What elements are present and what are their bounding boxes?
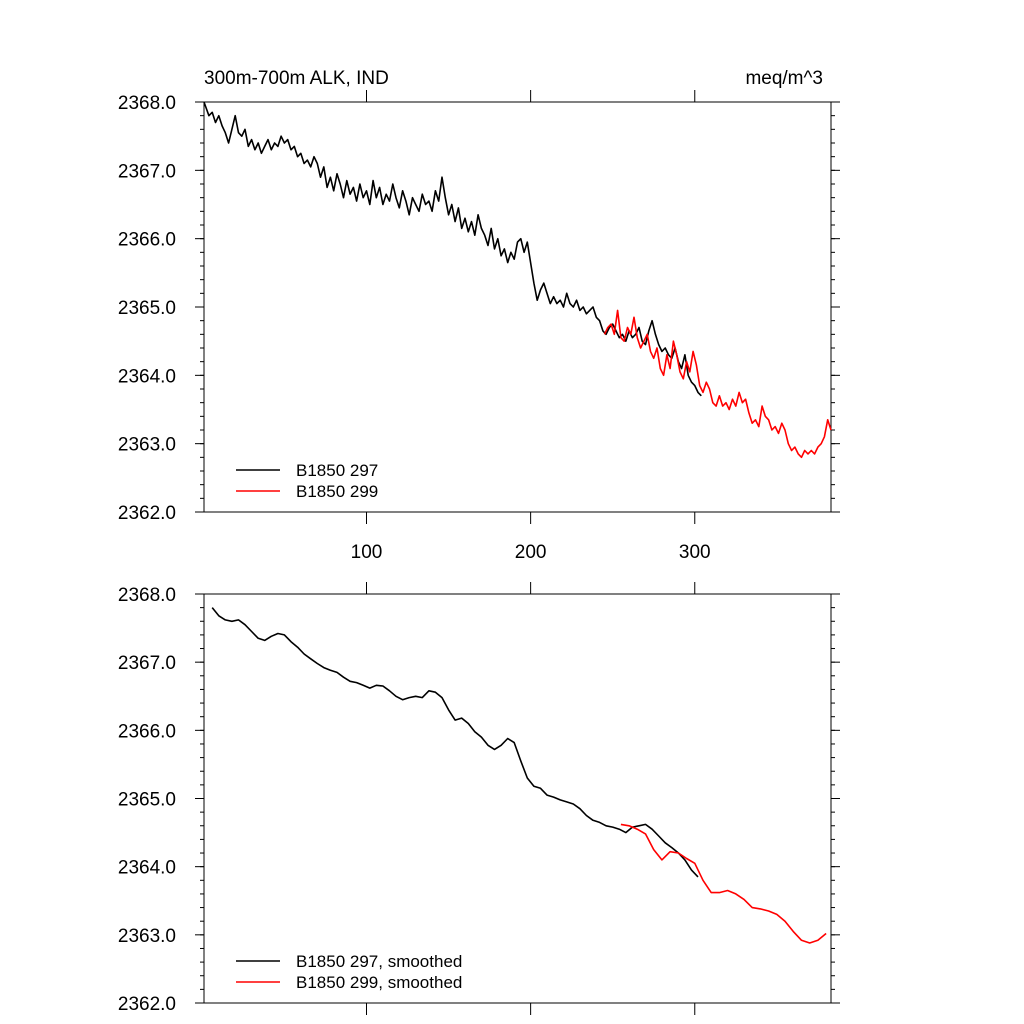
y-tick-label: 2366.0 — [118, 230, 176, 251]
y-tick-label: 2362.0 — [118, 994, 176, 1015]
series-line — [211, 607, 699, 878]
y-tick-label: 2367.0 — [118, 653, 176, 674]
bottom-panel: 2362.0 2363.0 2364.0 2365.0 2366.0 2367.0 2368… — [118, 582, 840, 1015]
x-tick-label: 100 — [351, 542, 383, 563]
y-tick-label: 2363.0 — [118, 435, 176, 456]
y-tick-label: 2368.0 — [118, 93, 176, 114]
legend-label: B1850 297 — [296, 461, 378, 480]
plot-frame — [203, 593, 832, 1004]
legend-label: B1850 299 — [296, 482, 378, 501]
y-tick-label: 2364.0 — [118, 366, 176, 387]
y-tick-label: 2364.0 — [118, 858, 176, 879]
x-tick-label: 200 — [515, 542, 547, 563]
plot-frame — [203, 101, 832, 513]
y-tick-label: 2367.0 — [118, 161, 176, 182]
units-label: meq/m^3 — [745, 68, 823, 89]
legend-label: B1850 299, smoothed — [296, 973, 462, 992]
y-tick-label: 2365.0 — [118, 790, 176, 811]
chart-title: 300m-700m ALK, IND — [204, 68, 389, 89]
top-panel: 300m-700m ALK, IND meq/m^3 2362.0 2363.0 2… — [118, 68, 840, 563]
legend-label: B1850 297, smoothed — [296, 952, 462, 971]
y-tick-label: 2362.0 — [118, 503, 176, 524]
series-line — [203, 101, 702, 397]
y-tick-label: 2368.0 — [118, 585, 176, 606]
x-tick-label: 300 — [679, 542, 711, 563]
y-tick-label: 2365.0 — [118, 298, 176, 319]
series-line — [620, 823, 827, 944]
y-tick-label: 2366.0 — [118, 721, 176, 742]
y-tick-label: 2363.0 — [118, 926, 176, 947]
series-line — [603, 309, 832, 459]
